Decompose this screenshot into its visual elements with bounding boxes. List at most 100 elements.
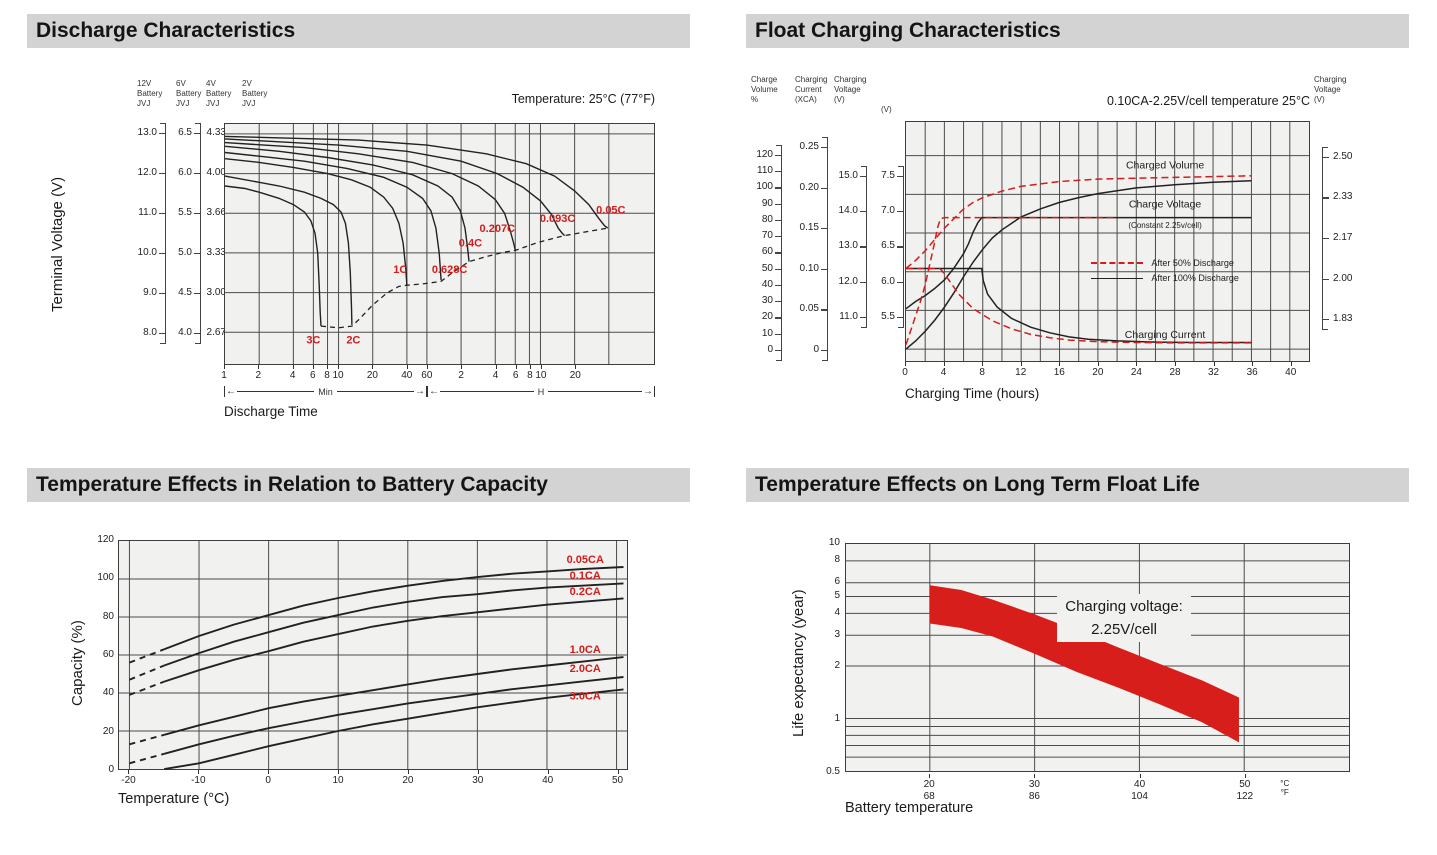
scale-tick — [897, 175, 903, 178]
x-tick-mark — [1252, 362, 1254, 366]
section-float-life: Temperature Effects on Long Term Float L… — [746, 468, 1409, 838]
scale-tick — [860, 211, 866, 213]
scale-tick — [194, 172, 200, 175]
scale-cap — [1322, 146, 1328, 148]
scale-title: 6V Battery JVJ — [176, 79, 202, 108]
black-solid-line-sample — [1091, 277, 1144, 279]
x-tick-mark — [338, 770, 340, 774]
scale-tick-label: 7.0 — [881, 205, 895, 217]
x-tick-mark — [406, 365, 408, 369]
x-tick-label: 6 — [512, 370, 519, 381]
svg-text:2C: 2C — [346, 334, 360, 346]
scale-tick-label: 7.5 — [881, 169, 895, 181]
x-tick-label: 16 — [1053, 367, 1065, 378]
legend-item-50: After 50% Discharge — [1091, 256, 1239, 271]
scale-line — [866, 165, 867, 327]
scale-tick-label: 0 — [767, 343, 773, 355]
x-tick-mark — [477, 770, 479, 774]
x-tick-label: 28 — [1169, 367, 1181, 378]
x-tick-label: 40 — [542, 775, 554, 786]
x-tick-label: 36 — [1246, 367, 1258, 378]
arrow-right-icon: → — [643, 385, 653, 397]
scale-tick — [159, 333, 165, 335]
scale-cap — [160, 122, 166, 124]
x-tick-label: 50 — [611, 775, 624, 786]
chart-condition-note: 0.10CA-2.25V/cell temperature 25°C — [1106, 94, 1310, 108]
scale-tick — [897, 211, 903, 213]
scale-tick-label: 8.0 — [143, 327, 157, 339]
section-title: Float Charging Characteristics — [755, 19, 1061, 42]
capacity-curves: 0.05CA 0.1CA 0.2CA 1.0CA 2.0CA 3.0CA — [119, 541, 627, 770]
scale-tick-label: 2.00 — [1333, 272, 1353, 284]
x-tick-mark — [268, 770, 270, 774]
scale-tick — [897, 316, 903, 319]
x-tick-mark — [982, 362, 984, 366]
scale-tick-label: 12.0 — [137, 166, 157, 178]
scale-title: Charge Volume % — [751, 75, 778, 104]
minutes-range: ← Min → — [224, 386, 427, 397]
legend-item-100: After 100% Discharge — [1091, 271, 1239, 286]
x-tick-mark — [540, 365, 542, 369]
x-tick-label: 10 — [332, 775, 344, 786]
x-tick-label: 40 — [1285, 367, 1297, 378]
scale-tick-label: 12.0 — [838, 275, 858, 287]
red-dashed-line-sample — [1091, 262, 1144, 265]
scale-tick — [860, 316, 866, 319]
y-tick-label: 80 — [102, 610, 114, 622]
y-tick-label: 0 — [108, 764, 114, 775]
multi-voltage-scales: 13.0 12.0 11.0 10.0 9.0 8.0 12V Battery JVJ 6.5… — [80, 79, 269, 365]
scale-tick-label: 4.5 — [178, 287, 192, 299]
scale-tick — [775, 284, 781, 287]
x-tick-label: 0 — [265, 775, 271, 786]
scale-title: 12V Battery JVJ — [137, 79, 163, 108]
x-tick-label: 4 — [289, 370, 296, 381]
scale-tick — [775, 219, 781, 222]
scale-tick-label: 4.33 — [206, 126, 226, 138]
svg-text:1C: 1C — [393, 264, 407, 276]
scale-line — [200, 122, 201, 344]
x-tick-mark — [929, 774, 931, 778]
y-tick-label: 10 — [828, 537, 840, 548]
scale-tick — [1323, 319, 1329, 321]
scale-tick — [775, 349, 781, 352]
y-tick-label: 100 — [97, 572, 114, 584]
scale-cap — [898, 165, 904, 167]
x-tick-label: 0 — [902, 367, 908, 378]
x-tick-mark — [1213, 362, 1215, 366]
float-charging-plot: Charged Volume Charge Voltage (Constant 2.… — [905, 121, 1310, 362]
x-tick-mark — [1244, 774, 1246, 778]
scale-tick — [159, 212, 165, 215]
x-tick-mark — [1175, 362, 1176, 366]
y-tick-label: 2 — [834, 660, 840, 672]
y-tick-label: 0.5 — [826, 766, 840, 777]
scale-tick-label: 11.0 — [138, 206, 157, 218]
scale-title: 2V Battery JVJ — [242, 79, 268, 108]
scale-tick — [821, 147, 827, 149]
svg-text:2.0CA: 2.0CA — [570, 663, 601, 675]
scale-tick — [194, 293, 200, 295]
scale-tick-label: 0.10 — [799, 262, 819, 274]
section-discharge: Discharge Characteristics Temperature: 2… — [27, 14, 690, 454]
x-tick-mark — [461, 365, 463, 369]
scale-cap — [160, 343, 166, 345]
section-title: Discharge Characteristics — [36, 19, 296, 42]
scale-cap — [822, 137, 828, 139]
scale-tick-label: 13.0 — [137, 126, 157, 138]
scale-line — [1322, 146, 1323, 330]
y-tick-label: 120 — [97, 534, 114, 545]
section-header-float-life: Temperature Effects on Long Term Float L… — [746, 468, 1409, 502]
y-axis-ticks: 120 100 80 60 40 20 0 — [79, 534, 114, 775]
y-axis-title: Life expectancy (year) — [790, 589, 807, 737]
svg-text:3.0CA: 3.0CA — [570, 691, 601, 703]
x-tick-mark — [426, 365, 428, 369]
scale-tick — [775, 187, 781, 189]
scale-line — [827, 137, 828, 360]
x-tick-mark — [547, 770, 549, 774]
scale-tick-label: 13.0 — [838, 240, 858, 252]
minutes-range-label: Min — [318, 386, 333, 397]
scale-tick-label: 5.5 — [881, 310, 895, 322]
scale-tick — [897, 281, 903, 283]
x-tick-mark — [224, 365, 225, 369]
float-life-band — [846, 544, 1349, 771]
scale-tick — [1323, 238, 1329, 240]
